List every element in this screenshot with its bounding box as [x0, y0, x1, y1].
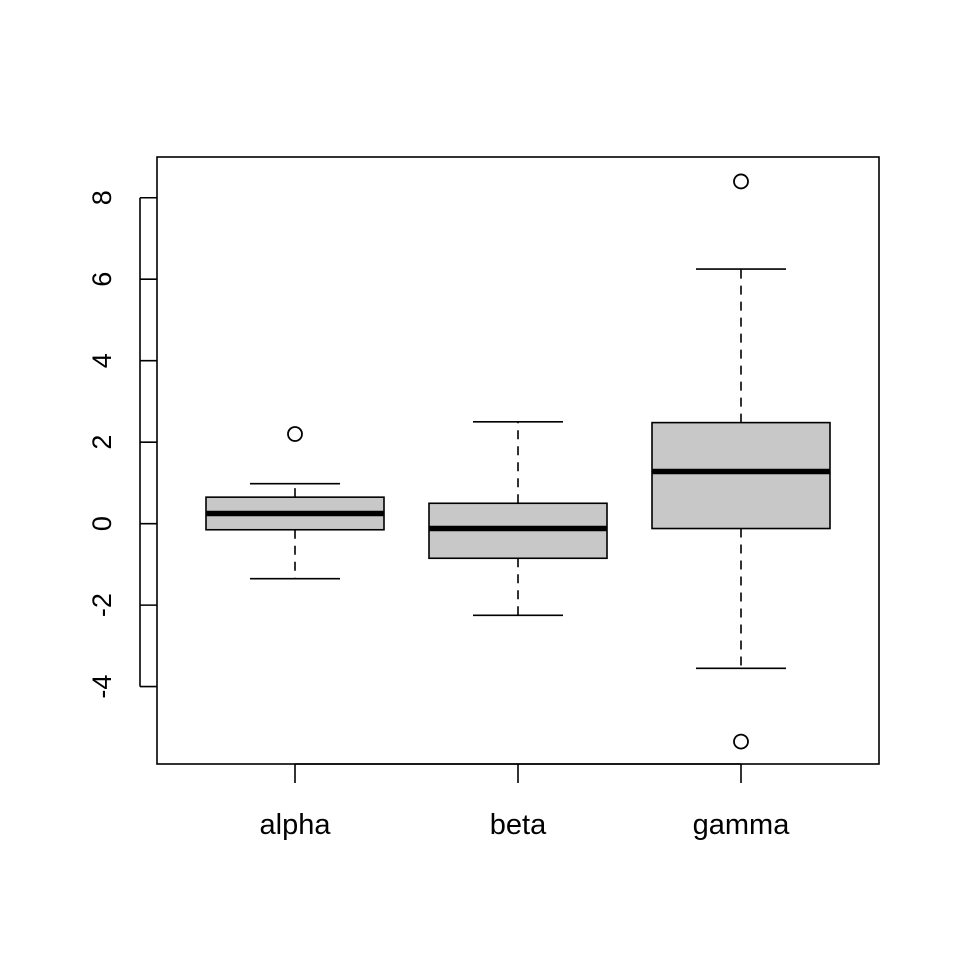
x-tick-label: alpha: [260, 809, 332, 841]
y-tick-label: -2: [87, 593, 117, 617]
box-gamma: [651, 173, 831, 750]
boxes: [205, 173, 831, 750]
x-axis: alpha beta gamma: [260, 763, 791, 841]
iqr-box: [651, 421, 831, 530]
y-tick-label: 6: [87, 272, 117, 287]
outlier-point: [287, 426, 303, 442]
outlier-point: [733, 173, 749, 190]
y-tick-label: 8: [87, 190, 117, 205]
y-tick-label: 0: [87, 516, 117, 531]
y-tick-label: -4: [87, 675, 117, 699]
box-beta: [428, 420, 608, 617]
y-axis: -4 -2 0 2 4 6 8: [87, 190, 157, 699]
box-alpha: [205, 426, 385, 580]
y-tick-label: 2: [87, 435, 117, 450]
x-tick-label: gamma: [693, 809, 791, 841]
outlier-point: [733, 733, 749, 750]
y-tick-label: 4: [87, 353, 117, 368]
x-tick-label: beta: [490, 809, 547, 841]
